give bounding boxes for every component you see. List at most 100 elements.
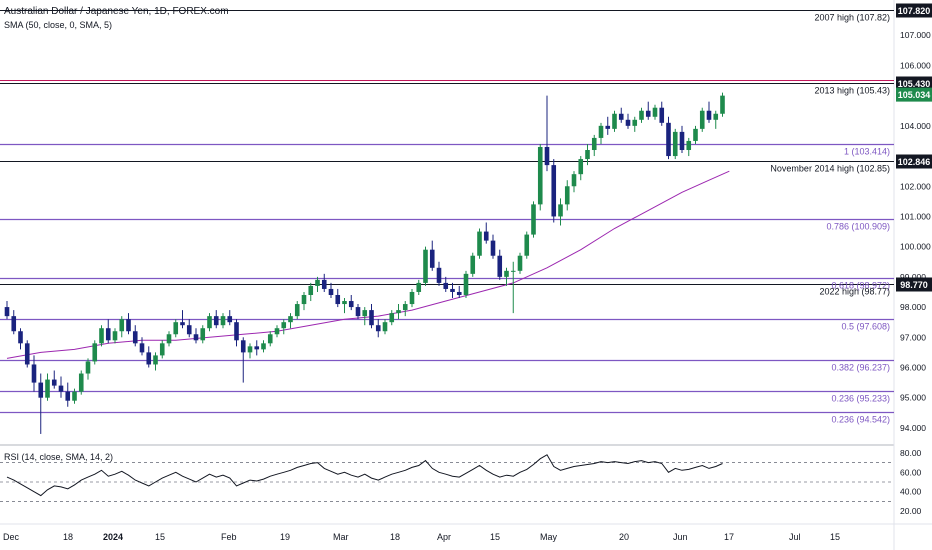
candle bbox=[699, 107, 705, 132]
candle bbox=[261, 340, 266, 353]
rsi-legend[interactable]: RSI (14, close, SMA, 14, 2) bbox=[4, 452, 114, 462]
candle bbox=[564, 180, 570, 211]
candle-body bbox=[294, 304, 300, 317]
price-badge-bg bbox=[896, 76, 932, 91]
candle-body bbox=[234, 322, 239, 341]
candle bbox=[348, 294, 354, 311]
candle-body bbox=[436, 267, 442, 283]
level-label: 2007 high (107.82) bbox=[814, 13, 890, 23]
candle-body bbox=[105, 328, 111, 341]
candle bbox=[551, 159, 557, 223]
candle bbox=[153, 352, 158, 371]
candle bbox=[112, 328, 118, 344]
candle-body bbox=[618, 113, 624, 120]
candle-body bbox=[632, 119, 638, 126]
candle-body bbox=[180, 322, 185, 326]
candle-body bbox=[72, 391, 77, 401]
candle bbox=[254, 340, 260, 356]
sma-legend[interactable]: SMA (50, close, 0, SMA, 5) bbox=[4, 20, 113, 30]
level-labels: 2007 high (107.82) 2013 high (105.43) 1 (1… bbox=[770, 13, 890, 425]
candle-body bbox=[186, 325, 192, 335]
candle-body bbox=[402, 304, 408, 311]
candle-body bbox=[335, 294, 341, 305]
candle-body bbox=[146, 352, 152, 365]
candle-body bbox=[173, 322, 179, 335]
candle-body bbox=[510, 270, 516, 272]
candle-body bbox=[396, 310, 401, 314]
candle bbox=[625, 113, 631, 129]
candle-body bbox=[247, 346, 253, 353]
candle bbox=[618, 107, 624, 123]
candle bbox=[301, 291, 307, 311]
level-label: 2013 high (105.43) bbox=[814, 86, 890, 96]
price-tick-label: 100.000 bbox=[900, 242, 931, 252]
candle bbox=[483, 222, 489, 244]
candle-body bbox=[92, 343, 98, 362]
candle bbox=[126, 313, 131, 335]
price-tick-label: 101.000 bbox=[900, 211, 931, 221]
candle bbox=[315, 276, 320, 292]
candle bbox=[139, 337, 145, 356]
rsi-tick-label: 20.00 bbox=[900, 506, 922, 516]
candle bbox=[463, 270, 469, 299]
candle-body bbox=[652, 107, 658, 117]
candles bbox=[4, 92, 725, 434]
candle-body bbox=[639, 110, 644, 120]
level-label: November 2014 high (102.85) bbox=[770, 164, 890, 174]
candle-body bbox=[713, 113, 719, 120]
candle-body bbox=[31, 364, 37, 383]
time-tick-label: 15 bbox=[490, 532, 500, 542]
candle-body bbox=[517, 255, 523, 271]
current-price-bg bbox=[896, 87, 932, 102]
candle-body bbox=[207, 316, 212, 329]
candle-body bbox=[686, 140, 692, 151]
candle bbox=[490, 234, 496, 259]
candle-body bbox=[51, 379, 57, 386]
candle-body bbox=[213, 316, 219, 326]
candle bbox=[78, 370, 84, 395]
candle-body bbox=[389, 313, 395, 323]
candle bbox=[11, 310, 17, 335]
chart-title: Australian Dollar / Japanese Yen, 1D, FO… bbox=[4, 6, 229, 17]
candle bbox=[186, 319, 192, 338]
candle-body bbox=[99, 328, 104, 344]
rsi-tick-label: 60.00 bbox=[900, 467, 922, 477]
candle-body bbox=[693, 128, 698, 141]
candle bbox=[335, 288, 341, 308]
price-tick-label: 95.000 bbox=[900, 393, 926, 403]
candle bbox=[672, 128, 678, 160]
price-tick-label: 96.000 bbox=[900, 362, 926, 372]
candle-body bbox=[65, 391, 71, 401]
candle bbox=[213, 310, 219, 329]
price-tick-label: 97.000 bbox=[900, 332, 926, 342]
candle bbox=[537, 143, 543, 211]
candle-body bbox=[18, 331, 23, 344]
candle-body bbox=[706, 110, 712, 120]
candle-body bbox=[497, 255, 503, 277]
sma-line bbox=[6, 170, 730, 359]
candle bbox=[200, 325, 206, 344]
candle bbox=[240, 337, 246, 383]
current-price-text: 105.034 bbox=[898, 90, 931, 100]
candle bbox=[544, 95, 550, 172]
candle bbox=[119, 316, 125, 338]
price-badge-text: 98.770 bbox=[900, 280, 928, 290]
candle-body bbox=[261, 343, 266, 350]
sma-50-line bbox=[6, 170, 730, 359]
candle bbox=[632, 116, 638, 132]
candle bbox=[173, 319, 179, 338]
price-badge-text: 105.430 bbox=[898, 79, 931, 89]
price-tick-label: 104.000 bbox=[900, 121, 931, 131]
candle-body bbox=[585, 150, 590, 160]
price-tick-label: 99.000 bbox=[900, 272, 926, 282]
candle bbox=[436, 261, 442, 286]
candle-body bbox=[531, 204, 536, 235]
level-label: 0.618 (98.972) bbox=[831, 281, 890, 291]
candle-body bbox=[524, 234, 530, 256]
time-tick-label: Jul bbox=[789, 532, 801, 542]
candle-body bbox=[4, 307, 10, 317]
candle-body bbox=[645, 110, 651, 117]
candle bbox=[510, 261, 516, 314]
